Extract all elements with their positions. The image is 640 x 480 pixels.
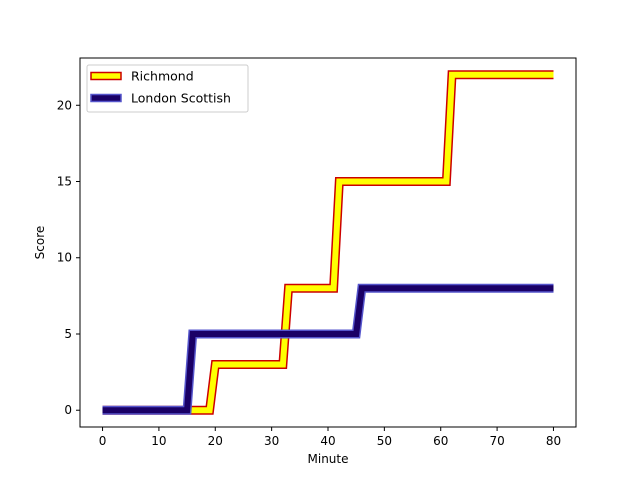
legend-label-london-scottish: London Scottish	[131, 91, 231, 106]
x-axis-label: Minute	[308, 452, 349, 466]
x-tick-label: 70	[489, 434, 504, 448]
x-tick-label: 10	[151, 434, 166, 448]
legend: Richmond London Scottish	[86, 64, 249, 113]
x-axis-ticks: 0 10 20 30 40 50 60 70 80	[99, 427, 561, 448]
london-scottish-line-outline	[102, 283, 554, 415]
y-tick-label: 20	[57, 98, 72, 112]
y-tick-label: 0	[64, 403, 72, 417]
x-tick-label: 80	[546, 434, 561, 448]
x-tick-label: 40	[320, 434, 335, 448]
richmond-line	[102, 71, 554, 414]
x-tick-label: 0	[99, 434, 107, 448]
x-tick-label: 30	[264, 434, 279, 448]
legend-label-richmond: Richmond	[131, 69, 194, 84]
richmond-line-outline	[102, 70, 554, 415]
x-tick-label: 20	[208, 434, 223, 448]
x-tick-label: 60	[433, 434, 448, 448]
y-axis-label: Score	[33, 226, 47, 260]
y-tick-label: 5	[64, 327, 72, 341]
legend-box	[86, 64, 249, 113]
legend-swatch-london-scottish	[90, 93, 122, 103]
y-axis-ticks: 0 5 10 15 20	[57, 98, 80, 417]
y-tick-label: 15	[57, 175, 72, 189]
y-tick-label: 10	[57, 251, 72, 265]
plot-frame	[79, 57, 577, 428]
series-layer	[102, 70, 554, 415]
x-tick-label: 50	[377, 434, 392, 448]
london-scottish-line	[102, 285, 554, 414]
legend-swatch-richmond	[90, 71, 122, 81]
